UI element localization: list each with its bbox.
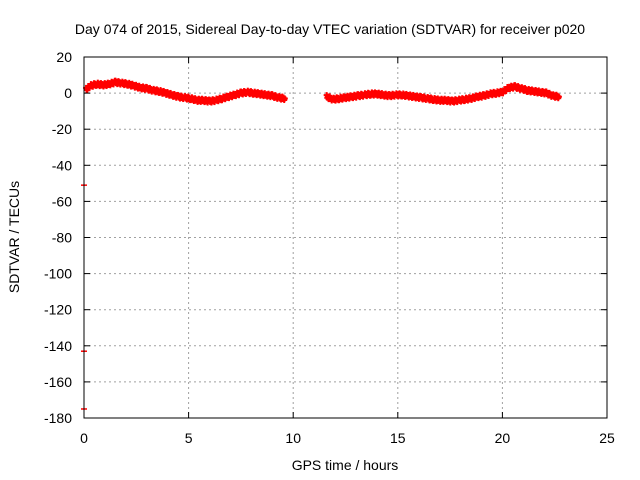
grid-lines — [84, 57, 607, 418]
y-tick-label: 0 — [64, 85, 72, 101]
data-point — [555, 93, 562, 100]
x-tick-label: 5 — [185, 430, 193, 446]
y-tick-label: -100 — [44, 266, 72, 282]
x-tick-label: 25 — [599, 430, 615, 446]
y-tick-label: -20 — [52, 121, 72, 137]
y-axis-label: SDTVAR / TECUs — [6, 181, 22, 293]
x-tick-label: 20 — [495, 430, 511, 446]
y-tick-label: -60 — [52, 193, 72, 209]
x-tick-label: 15 — [390, 430, 406, 446]
x-tick-label: 10 — [285, 430, 301, 446]
x-tick-label: 0 — [80, 430, 88, 446]
x-axis-label: GPS time / hours — [292, 457, 399, 473]
y-tick-label: -180 — [44, 410, 72, 426]
chart-title: Day 074 of 2015, Sidereal Day-to-day VTE… — [75, 21, 585, 37]
y-tick-label: -40 — [52, 157, 72, 173]
y-tick-label: -120 — [44, 302, 72, 318]
y-tick-label: -80 — [52, 230, 72, 246]
y-tick-label: -140 — [44, 338, 72, 354]
y-tick-label: 20 — [56, 49, 72, 65]
axis-ticks: 0 5 10 15 20 25 20 0 -20 -40 -60 -80 -100 -120 -140 -16… — [44, 49, 615, 446]
data-points — [81, 77, 562, 410]
data-point — [281, 95, 288, 102]
y-tick-label: -160 — [44, 374, 72, 390]
